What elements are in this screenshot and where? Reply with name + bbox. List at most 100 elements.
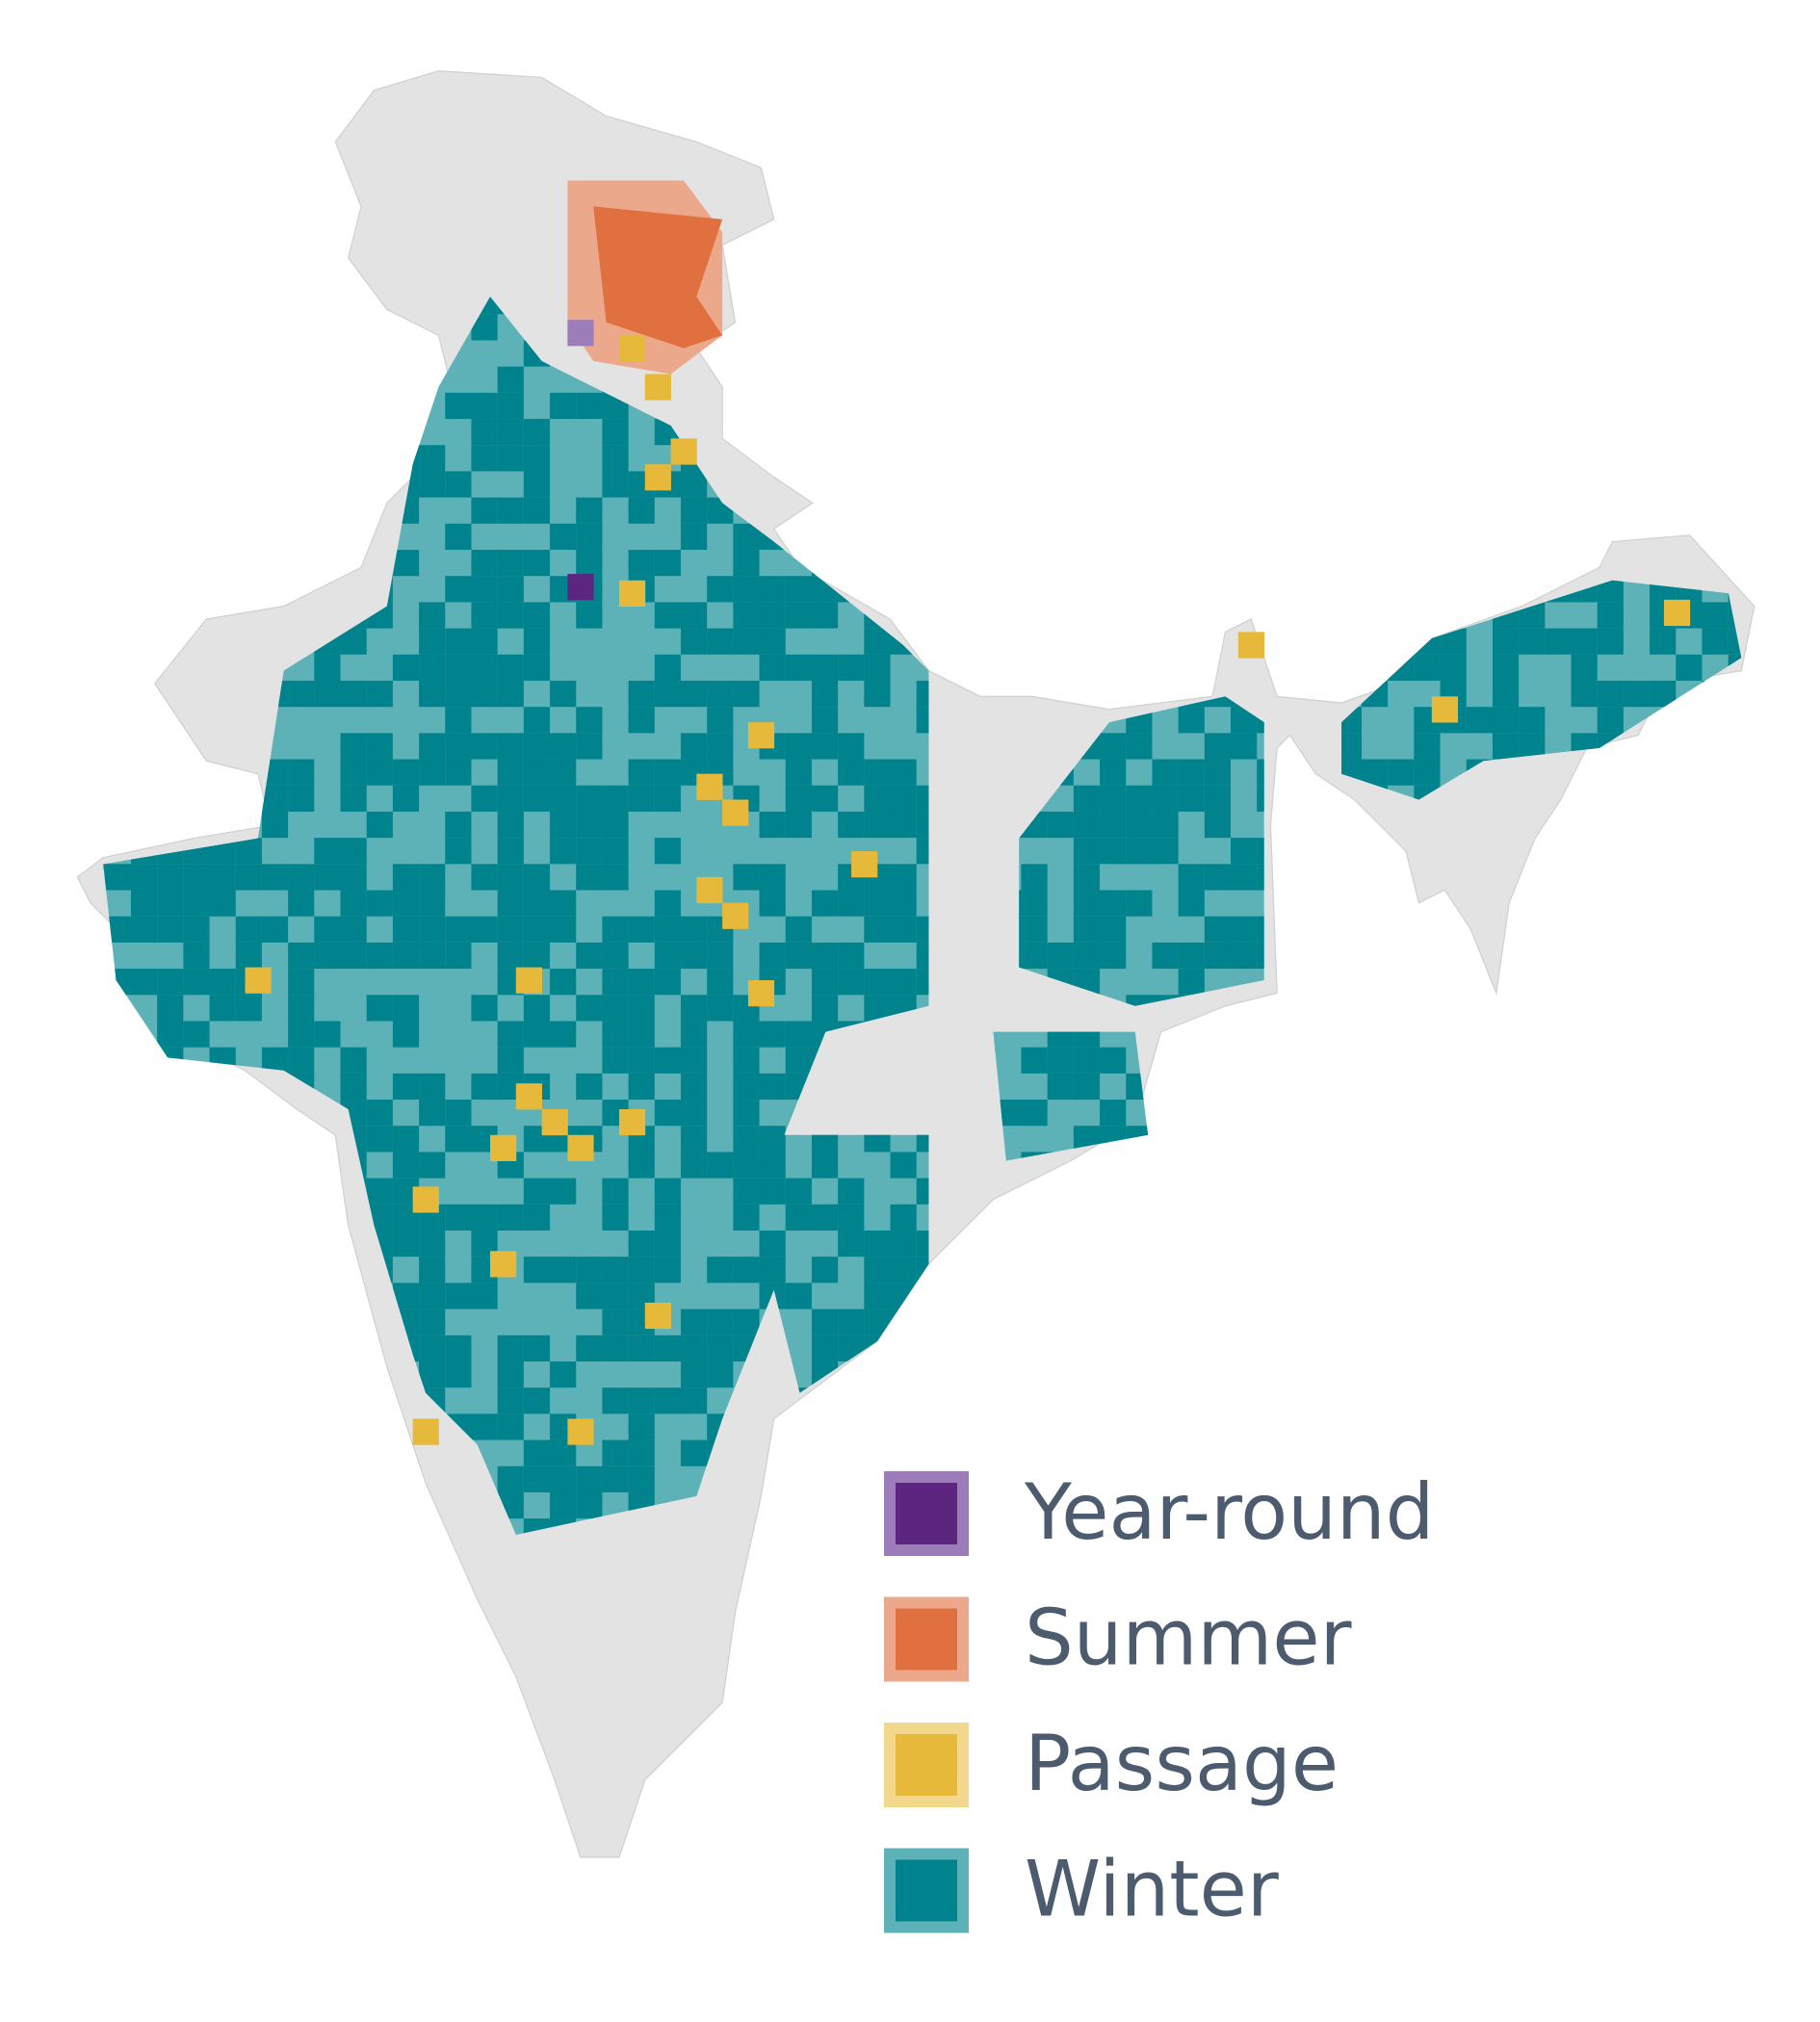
winter-cell [1623, 890, 1651, 917]
winter-cell [314, 1911, 340, 1937]
winter-cell [812, 1571, 838, 1597]
winter-cell [1807, 1649, 1820, 1675]
winter-cell [733, 523, 760, 551]
winter-cell [707, 942, 734, 970]
winter-cell [550, 523, 577, 551]
winter-cell [1572, 1571, 1598, 1597]
winter-cell [1335, 916, 1362, 943]
winter-cell [1048, 1937, 1074, 1963]
winter-cell [1126, 1152, 1153, 1179]
winter-cell [916, 340, 943, 367]
winter-cell [576, 1283, 603, 1309]
winter-cell [26, 1283, 52, 1309]
winter-cell [838, 1178, 865, 1205]
winter-cell [235, 785, 262, 812]
winter-cell [1021, 1309, 1048, 1335]
winter-cell [393, 1544, 419, 1570]
winter-cell [1335, 550, 1362, 577]
passage-cell [490, 1251, 517, 1278]
winter-cell [314, 1675, 340, 1701]
winter-cell [1702, 864, 1729, 891]
winter-cell [1126, 628, 1153, 655]
winter-cell [419, 1701, 445, 1727]
winter-cell [1021, 392, 1048, 420]
winter-cell [1100, 733, 1127, 760]
winter-cell [1623, 942, 1651, 970]
winter-cell [1545, 1885, 1571, 1911]
winter-cell [785, 811, 812, 839]
winter-cell [1492, 471, 1520, 498]
winter-cell [1388, 1754, 1414, 1780]
winter-cell [0, 1335, 26, 1361]
winter-cell [103, 654, 105, 681]
winter-cell [1178, 576, 1205, 603]
winter-cell [550, 392, 577, 420]
winter-cell [680, 1439, 708, 1466]
winter-cell [131, 1937, 157, 1963]
winter-cell [1283, 838, 1310, 865]
winter-cell [419, 1937, 445, 1963]
winter-cell [314, 1283, 341, 1309]
winter-cell [26, 969, 52, 995]
winter-cell [104, 1439, 131, 1466]
winter-cell [130, 1231, 158, 1257]
winter-cell [1807, 419, 1820, 445]
winter-cell [498, 1780, 524, 1806]
winter-cell [1283, 1832, 1309, 1858]
winter-cell [1729, 1937, 1755, 1963]
winter-cell [340, 1806, 366, 1832]
winter-cell [1466, 1439, 1493, 1466]
winter-cell [733, 1047, 760, 1074]
winter-cell [1414, 1649, 1440, 1675]
winter-cell [812, 1885, 838, 1911]
passage-cell [644, 464, 671, 491]
winter-cell [864, 628, 891, 655]
winter-cell [419, 1728, 445, 1754]
winter-cell [157, 995, 184, 1022]
winter-cell [628, 916, 655, 943]
winter-cell [157, 890, 184, 917]
winter-cell [26, 760, 52, 786]
winter-cell [340, 942, 367, 970]
winter-cell [1362, 1859, 1388, 1885]
winter-cell [288, 759, 315, 786]
winter-cell [524, 1885, 550, 1911]
winter-cell [1702, 733, 1729, 760]
winter-cell [1597, 995, 1624, 1022]
winter-cell [1807, 838, 1820, 864]
winter-cell [471, 1675, 497, 1701]
winter-cell [1257, 366, 1284, 393]
winter-cell [209, 445, 236, 472]
winter-cell [235, 340, 262, 367]
winter-cell [733, 262, 759, 288]
winter-cell [1624, 1754, 1650, 1780]
winter-cell [1650, 1701, 1676, 1727]
winter-cell [1440, 366, 1467, 393]
winter-cell [1781, 1544, 1807, 1570]
winter-cell [1073, 419, 1101, 446]
winter-cell [0, 1179, 26, 1205]
winter-cell [183, 1754, 209, 1780]
winter-cell [261, 419, 289, 446]
winter-cell [209, 995, 236, 1022]
winter-cell [654, 602, 681, 629]
winter-cell [1283, 523, 1310, 551]
winter-cell [576, 864, 603, 891]
winter-cell [995, 497, 1022, 524]
winter-cell [838, 1335, 865, 1361]
winter-cell [0, 1309, 26, 1335]
winter-cell [550, 838, 577, 865]
winter-cell [1702, 1439, 1729, 1466]
winter-cell [1728, 1152, 1742, 1179]
winter-cell [681, 1885, 707, 1911]
legend-label: Passage [1025, 1719, 1339, 1808]
winter-cell [340, 1885, 366, 1911]
winter-cell [1519, 707, 1546, 734]
winter-cell [838, 1571, 864, 1597]
winter-cell [340, 1754, 366, 1780]
winter-cell [1702, 628, 1729, 655]
winter-cell [26, 602, 52, 628]
winter-cell [52, 1361, 78, 1387]
winter-cell [104, 733, 131, 760]
winter-cell [1361, 1413, 1389, 1440]
